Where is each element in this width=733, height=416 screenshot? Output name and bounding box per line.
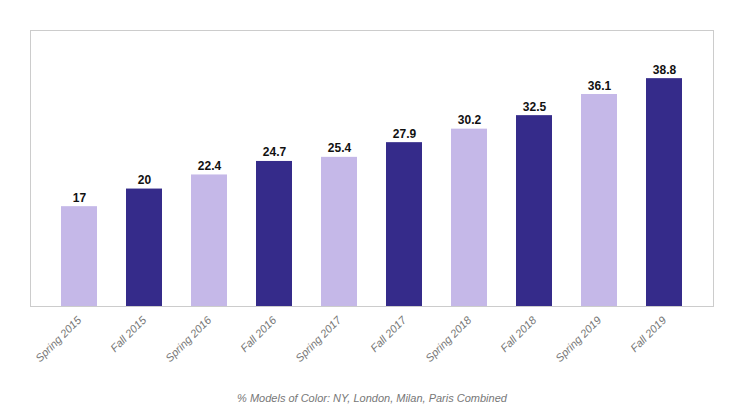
svg-text:24.7: 24.7 <box>263 145 287 159</box>
svg-text:% Models of Color: NY, London,: % Models of Color: NY, London, Milan, Pa… <box>237 392 508 404</box>
svg-text:25.4: 25.4 <box>328 141 352 155</box>
svg-text:Spring 2017: Spring 2017 <box>293 313 344 364</box>
svg-text:27.9: 27.9 <box>393 127 417 141</box>
svg-text:17: 17 <box>73 191 87 205</box>
svg-text:30.2: 30.2 <box>458 113 482 127</box>
svg-text:Spring 2018: Spring 2018 <box>423 313 474 364</box>
svg-text:36.1: 36.1 <box>588 79 612 93</box>
svg-text:Fall 2016: Fall 2016 <box>238 313 279 354</box>
svg-text:Spring 2019: Spring 2019 <box>553 314 603 364</box>
svg-text:Spring 2015: Spring 2015 <box>33 313 84 364</box>
svg-text:Fall 2019: Fall 2019 <box>628 314 668 354</box>
svg-text:22.4: 22.4 <box>198 159 222 173</box>
svg-text:Fall 2017: Fall 2017 <box>368 313 409 354</box>
svg-text:38.8: 38.8 <box>653 63 677 77</box>
svg-text:Spring 2016: Spring 2016 <box>163 313 214 364</box>
svg-text:Fall 2018: Fall 2018 <box>498 313 539 354</box>
svg-text:32.5: 32.5 <box>523 100 547 114</box>
svg-text:20: 20 <box>138 173 152 187</box>
svg-text:Fall 2015: Fall 2015 <box>108 313 149 354</box>
